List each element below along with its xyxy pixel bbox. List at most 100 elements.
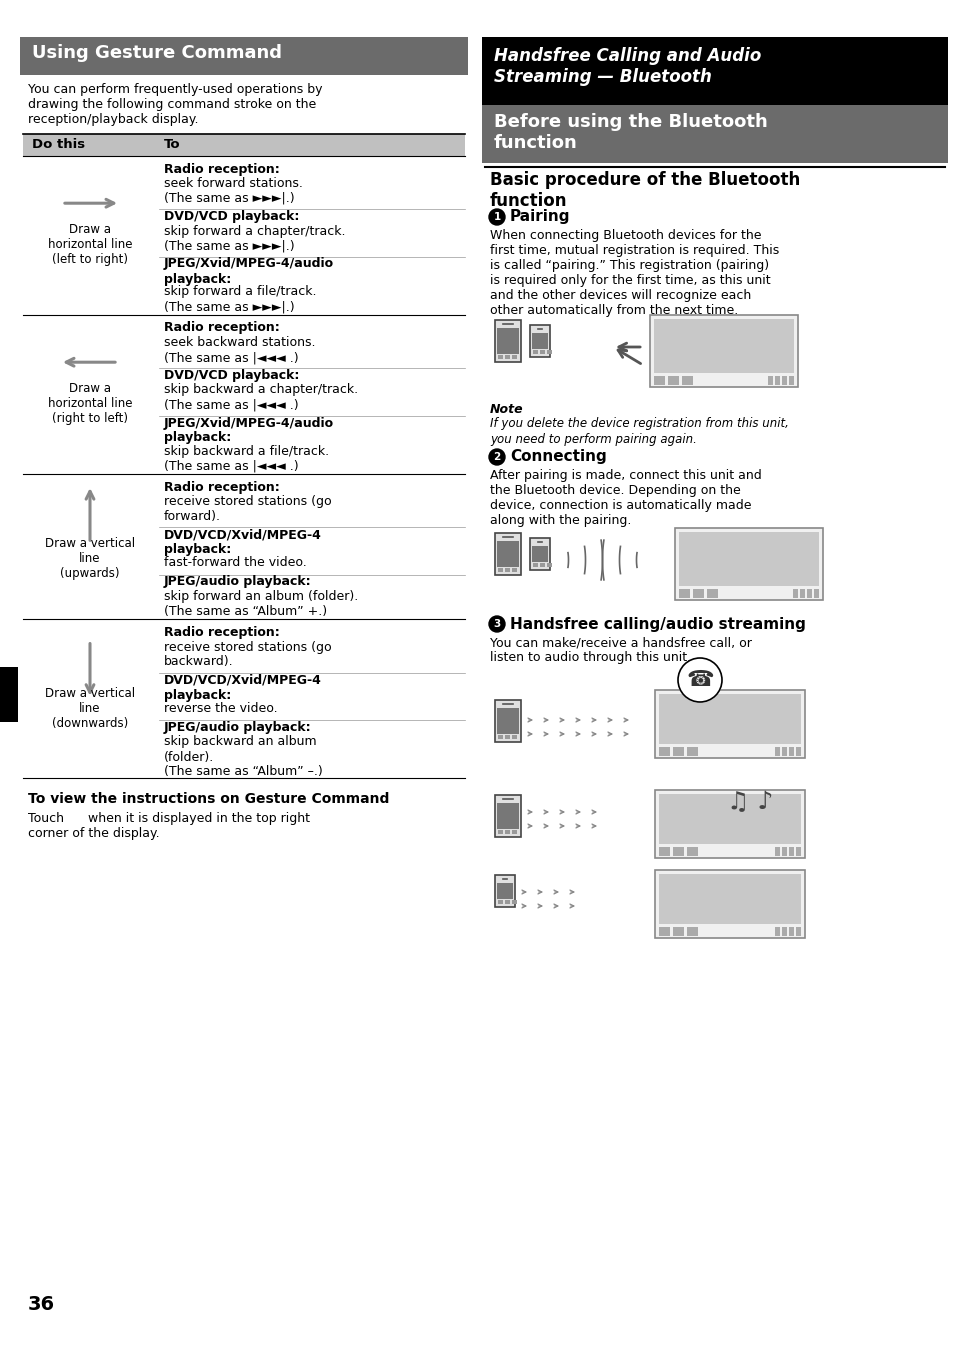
Bar <box>806 589 811 598</box>
Bar <box>686 748 698 756</box>
Bar <box>686 846 698 856</box>
Bar <box>504 830 510 834</box>
Bar <box>774 748 780 756</box>
Text: Do this: Do this <box>32 138 85 150</box>
Bar <box>497 900 502 904</box>
Text: Before using the Bluetooth
function: Before using the Bluetooth function <box>494 114 767 151</box>
Text: Using Gesture Command: Using Gesture Command <box>32 45 282 62</box>
Bar <box>795 846 801 856</box>
Text: Draw a
horizontal line
(left to right): Draw a horizontal line (left to right) <box>48 223 132 266</box>
Text: Radio reception:: Radio reception: <box>164 626 279 639</box>
Text: JPEG/audio playback:: JPEG/audio playback: <box>164 576 312 588</box>
Bar <box>504 900 510 904</box>
Text: JPEG/Xvid/MPEG-4/audio
playback:: JPEG/Xvid/MPEG-4/audio playback: <box>164 257 334 285</box>
Bar <box>497 329 518 354</box>
Text: After pairing is made, connect this unit and
the Bluetooth device. Depending on : After pairing is made, connect this unit… <box>490 469 760 527</box>
Text: If you delete the device registration from this unit,
you need to perform pairin: If you delete the device registration fr… <box>490 418 788 446</box>
Bar <box>495 795 520 837</box>
Bar <box>706 589 718 598</box>
Bar <box>512 900 517 904</box>
Bar <box>781 748 786 756</box>
Bar <box>686 927 698 936</box>
Bar <box>539 562 544 566</box>
Text: You can make/receive a handsfree call, or
listen to audio through this unit.: You can make/receive a handsfree call, o… <box>490 635 751 664</box>
Bar <box>481 37 947 105</box>
Text: skip backward a file/track.
(The same as |◄◄◄ .): skip backward a file/track. (The same as… <box>164 445 329 472</box>
Text: Note: Note <box>490 403 523 416</box>
Text: To: To <box>164 138 180 150</box>
Bar <box>795 927 801 936</box>
Text: When connecting Bluetooth devices for the
first time, mutual registration is req: When connecting Bluetooth devices for th… <box>490 228 779 316</box>
Text: 36: 36 <box>28 1295 55 1314</box>
Bar <box>774 376 780 385</box>
Bar <box>512 568 517 572</box>
Text: You can perform frequently-used operations by
drawing the following command stro: You can perform frequently-used operatio… <box>28 82 322 126</box>
Bar <box>781 927 786 936</box>
Text: DVD/VCD playback:: DVD/VCD playback: <box>164 369 299 383</box>
Bar <box>672 846 683 856</box>
Bar <box>679 531 818 585</box>
Text: Radio reception:: Radio reception: <box>164 480 279 493</box>
Bar <box>659 694 801 744</box>
Bar <box>532 333 547 349</box>
Bar <box>654 376 664 385</box>
Bar <box>659 794 801 844</box>
Bar <box>659 927 669 936</box>
Text: 2: 2 <box>493 452 500 462</box>
Text: skip backward a chapter/track.
(The same as |◄◄◄ .): skip backward a chapter/track. (The same… <box>164 384 357 411</box>
Bar <box>512 735 517 740</box>
Bar <box>655 690 804 758</box>
Bar <box>504 735 510 740</box>
Bar <box>533 562 537 566</box>
Bar <box>497 708 518 734</box>
Text: DVD/VCD/Xvid/MPEG-4
playback:: DVD/VCD/Xvid/MPEG-4 playback: <box>164 529 321 556</box>
Bar <box>546 350 552 354</box>
Bar <box>788 376 793 385</box>
Text: Radio reception:: Radio reception: <box>164 162 279 176</box>
Text: seek forward stations.
(The same as ►►►|.): seek forward stations. (The same as ►►►|… <box>164 177 302 206</box>
Bar <box>654 319 793 373</box>
Bar <box>23 134 464 155</box>
Bar <box>659 873 801 923</box>
Bar <box>497 356 502 360</box>
Text: JPEG/Xvid/MPEG-4/audio
playback:: JPEG/Xvid/MPEG-4/audio playback: <box>164 416 334 445</box>
Text: JPEG/audio playback:: JPEG/audio playback: <box>164 721 312 734</box>
Bar <box>692 589 703 598</box>
Text: Radio reception:: Radio reception: <box>164 322 279 334</box>
Text: Basic procedure of the Bluetooth
function: Basic procedure of the Bluetooth functio… <box>490 170 800 210</box>
Bar <box>495 533 520 575</box>
Bar <box>495 700 520 742</box>
Text: receive stored stations (go
backward).: receive stored stations (go backward). <box>164 641 332 668</box>
Text: skip forward a file/track.
(The same as ►►►|.): skip forward a file/track. (The same as … <box>164 285 316 314</box>
Bar <box>667 376 679 385</box>
Text: Touch      when it is displayed in the top right
corner of the display.: Touch when it is displayed in the top ri… <box>28 813 310 840</box>
Bar <box>495 875 515 907</box>
Text: Handsfree Calling and Audio
Streaming — Bluetooth: Handsfree Calling and Audio Streaming — … <box>494 47 760 85</box>
Bar <box>546 562 552 566</box>
Text: Draw a vertical
line
(upwards): Draw a vertical line (upwards) <box>45 537 135 580</box>
Bar <box>795 748 801 756</box>
Bar <box>813 589 818 598</box>
Text: skip forward an album (folder).
(The same as “Album” +.): skip forward an album (folder). (The sam… <box>164 589 358 618</box>
Bar <box>481 105 947 164</box>
Bar <box>504 568 510 572</box>
Bar <box>781 376 786 385</box>
Bar <box>530 538 550 571</box>
Bar <box>504 356 510 360</box>
Bar <box>497 568 502 572</box>
Bar <box>800 589 804 598</box>
Text: Draw a
horizontal line
(right to left): Draw a horizontal line (right to left) <box>48 383 132 425</box>
Text: skip forward a chapter/track.
(The same as ►►►|.): skip forward a chapter/track. (The same … <box>164 224 345 253</box>
Bar <box>781 846 786 856</box>
Bar <box>512 830 517 834</box>
Bar <box>659 846 669 856</box>
Bar <box>512 356 517 360</box>
Bar <box>497 803 518 829</box>
Text: DVD/VCD/Xvid/MPEG-4
playback:: DVD/VCD/Xvid/MPEG-4 playback: <box>164 673 321 702</box>
Bar <box>655 790 804 859</box>
Text: Connecting: Connecting <box>510 449 606 465</box>
Bar <box>659 748 669 756</box>
Bar <box>774 846 780 856</box>
Circle shape <box>678 658 721 702</box>
Text: Handsfree calling/audio streaming: Handsfree calling/audio streaming <box>510 617 805 631</box>
